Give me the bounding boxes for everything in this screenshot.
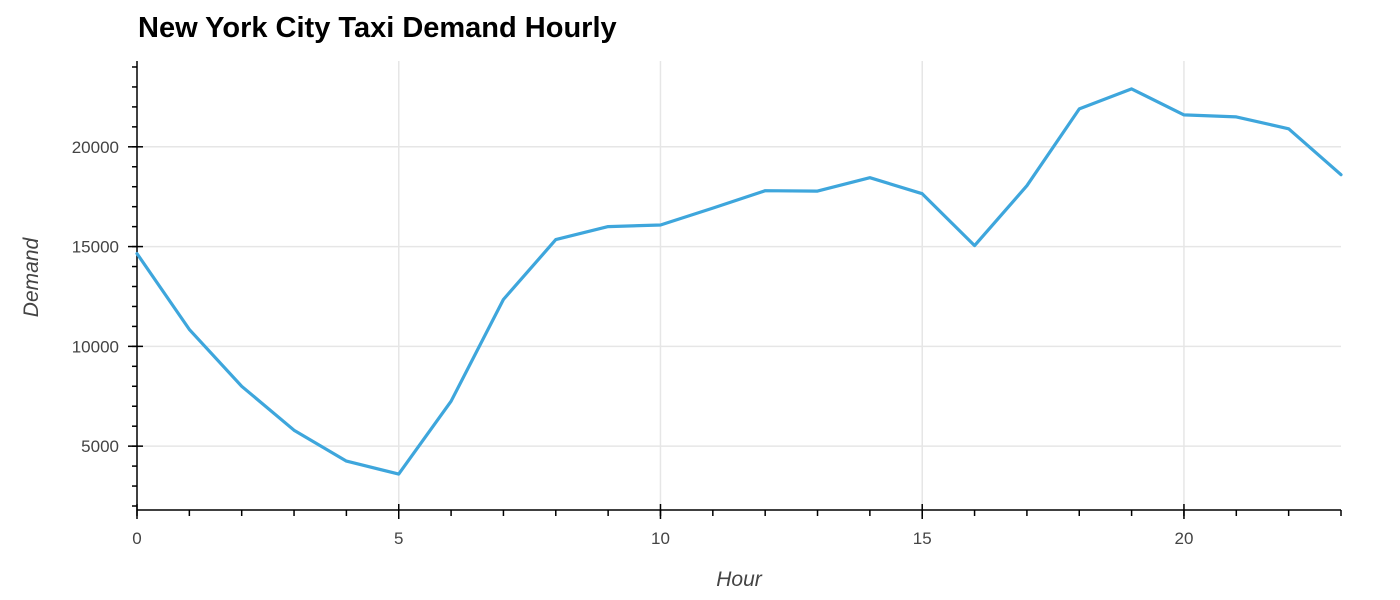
series-layer: [135, 87, 1343, 476]
x-tick-label: 5: [394, 529, 403, 548]
y-axis-label: Demand: [20, 236, 43, 317]
axes: [128, 61, 1342, 519]
demand-series-line: [135, 87, 1343, 476]
y-tick-label: 5000: [81, 437, 119, 456]
x-tick-label: 15: [913, 529, 932, 548]
y-tick-label: 10000: [72, 337, 119, 356]
y-tick-label: 15000: [72, 238, 119, 257]
y-tick-label: 20000: [72, 138, 119, 157]
x-tick-label: 20: [1174, 529, 1193, 548]
chart-title: New York City Taxi Demand Hourly: [138, 12, 617, 44]
grid-lines: [137, 61, 1341, 510]
tick-labels: 0 5 10 15 20 5000 10000 15000 20000: [72, 138, 1194, 548]
x-tick-label: 10: [651, 529, 670, 548]
x-axis-label: Hour: [716, 568, 763, 591]
x-tick-label: 0: [132, 529, 141, 548]
